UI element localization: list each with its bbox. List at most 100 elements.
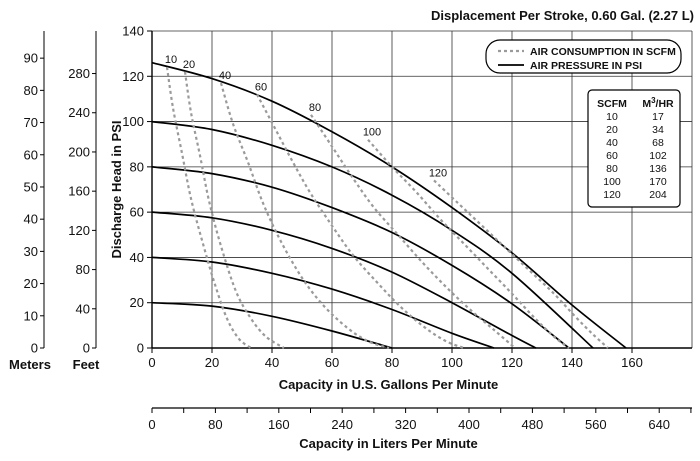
lpm-tick-label: 480: [522, 417, 544, 432]
x-tick-label: 120: [501, 355, 523, 370]
table-cell-m3hr: 17: [652, 111, 664, 123]
feet-tick-label: 40: [76, 301, 90, 316]
meters-tick-label: 80: [24, 83, 38, 98]
meters-tick-label: 60: [24, 147, 38, 162]
x-tick-label: 40: [265, 355, 279, 370]
y-tick-label: 20: [130, 295, 144, 310]
lpm-axis-title: Capacity in Liters Per Minute: [299, 436, 477, 451]
table-header-sup: 3: [651, 96, 656, 105]
table-header-m: M: [642, 98, 651, 110]
x-tick-label: 80: [385, 355, 399, 370]
lpm-tick-label: 400: [458, 417, 480, 432]
air-curve-label: 80: [309, 102, 321, 114]
air-curve-100: [367, 138, 570, 349]
feet-tick-label: 0: [83, 341, 90, 356]
meters-tick-label: 30: [24, 244, 38, 259]
meters-tick-label: 50: [24, 179, 38, 194]
lpm-tick-label: 0: [148, 417, 155, 432]
legend: AIR CONSUMPTION IN SCFM AIR PRESSURE IN P…: [485, 39, 682, 74]
table-cell-scfm: 10: [606, 111, 618, 123]
meters-tick-label: 0: [31, 341, 38, 356]
table-cell-scfm: 80: [606, 163, 618, 175]
legend-box: [485, 39, 682, 74]
table-cell-scfm: 40: [606, 137, 618, 149]
lpm-tick-label: 160: [268, 417, 290, 432]
feet-tick-label: 280: [68, 66, 90, 81]
pressure-curve-40: [151, 256, 495, 349]
air-curve-40: [219, 82, 390, 350]
meters-tick-label: 70: [24, 115, 38, 130]
y-tick-label: 40: [130, 250, 144, 265]
y-axis-title: Discharge Head in PSI: [109, 121, 124, 259]
table-header-rest: /HR: [656, 98, 675, 110]
pressure-curve-60: [151, 211, 537, 349]
meters-tick-label: 40: [24, 212, 38, 227]
table-cell-scfm: 120: [603, 189, 621, 201]
pressure-curve-100: [151, 120, 594, 349]
x-tick-label: 160: [621, 355, 643, 370]
legend-pressure-label: AIR PRESSURE IN PSI: [530, 60, 642, 72]
feet-tick-label: 240: [68, 105, 90, 120]
scfm-conversion-table: SCFM M3/HR 10 17 20 34 40 68 60 102 80 136 100 170 120…: [587, 89, 681, 208]
pressure-curve-20: [151, 301, 393, 349]
air-curve-label: 60: [255, 81, 267, 93]
air-curve-120: [433, 179, 609, 349]
lpm-tick-label: 80: [208, 417, 222, 432]
y-tick-label: 120: [122, 69, 144, 84]
air-curve-20: [183, 71, 285, 349]
y-tick-label: 140: [122, 24, 144, 39]
air-curve-label: 10: [165, 54, 177, 66]
feet-tick-label: 80: [76, 262, 90, 277]
feet-axis-title: Feet: [73, 357, 100, 372]
legend-air-label: AIR CONSUMPTION IN SCFM: [530, 46, 676, 58]
pressure-curve-120: [151, 61, 627, 349]
lpm-tick-label: 320: [395, 417, 417, 432]
table-cell-scfm: 60: [606, 150, 618, 162]
plot-frame: [151, 31, 692, 349]
table-cell-m3hr: 136: [649, 163, 667, 175]
table-cell-m3hr: 170: [649, 176, 667, 188]
lpm-tick-label: 560: [585, 417, 607, 432]
y-tick-label: 80: [130, 159, 144, 174]
x-tick-label: 100: [441, 355, 463, 370]
table-cell-scfm: 100: [603, 176, 621, 188]
y-tick-label: 100: [122, 114, 144, 129]
air-curve-label: 100: [363, 127, 381, 139]
air-curve-label: 20: [183, 59, 195, 71]
air-curve-label: 120: [429, 167, 447, 179]
x-tick-label: 20: [205, 355, 219, 370]
table-cell-m3hr: 102: [649, 150, 667, 162]
table-header-m3hr: M3/HR: [642, 96, 674, 110]
table-header-scfm: SCFM: [597, 98, 627, 110]
air-curve-label: 40: [219, 70, 231, 82]
meters-tick-label: 10: [24, 308, 38, 323]
x-tick-label: 60: [325, 355, 339, 370]
air-curve-60: [256, 93, 465, 350]
table-cell-m3hr: 68: [652, 137, 664, 149]
feet-tick-label: 120: [68, 223, 90, 238]
feet-tick-label: 200: [68, 144, 90, 159]
meters-tick-label: 90: [24, 51, 38, 66]
x-tick-label: 140: [561, 355, 583, 370]
meters-axis-title: Meters: [9, 357, 51, 372]
y-tick-label: 0: [137, 341, 144, 356]
meters-tick-label: 20: [24, 276, 38, 291]
x-tick-label: 0: [148, 355, 155, 370]
lpm-tick-label: 240: [331, 417, 353, 432]
x-axis-title: Capacity in U.S. Gallons Per Minute: [279, 377, 499, 392]
air-curve-10: [165, 67, 252, 349]
lpm-tick-label: 640: [648, 417, 670, 432]
air-consumption-curves: 10 20 40 60 80 100 120: [165, 54, 609, 350]
table-box: [587, 89, 681, 208]
table-cell-m3hr: 34: [652, 124, 664, 136]
pressure-curve-80: [151, 166, 570, 349]
y-tick-label: 60: [130, 205, 144, 220]
chart-title: Displacement Per Stroke, 0.60 Gal. (2.27…: [431, 8, 694, 23]
table-cell-m3hr: 204: [649, 189, 667, 201]
feet-tick-label: 160: [68, 184, 90, 199]
table-cell-scfm: 20: [606, 124, 618, 136]
air-pressure-curves: [151, 61, 627, 349]
